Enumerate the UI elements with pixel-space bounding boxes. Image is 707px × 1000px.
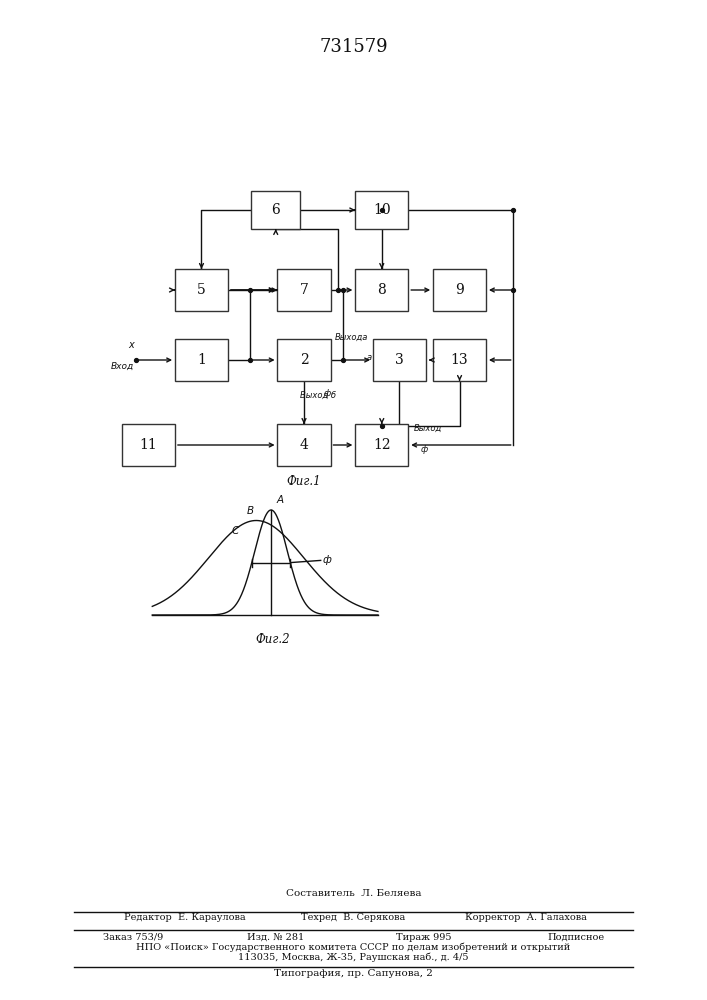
Text: НПО «Поиск» Государственного комитета СССР по делам изобретений и открытий: НПО «Поиск» Государственного комитета СС…	[136, 942, 571, 952]
Text: 4: 4	[300, 438, 308, 452]
Text: 2: 2	[300, 353, 308, 367]
Bar	[356, 269, 409, 311]
Bar	[433, 269, 486, 311]
Bar	[433, 339, 486, 381]
Text: 731579: 731579	[319, 38, 388, 56]
Bar	[373, 339, 426, 381]
Text: а: а	[367, 353, 372, 361]
Text: Фиг.2: Фиг.2	[255, 633, 289, 646]
Text: 3: 3	[395, 353, 404, 367]
Text: A: A	[276, 495, 284, 505]
Bar	[251, 191, 300, 229]
Text: х: х	[128, 340, 134, 350]
Text: Выход б: Выход б	[300, 391, 337, 400]
Text: 9: 9	[455, 283, 464, 297]
Bar	[122, 424, 175, 466]
Bar	[277, 339, 331, 381]
Text: C: C	[231, 526, 238, 536]
Text: 12: 12	[373, 438, 390, 452]
Text: Подписное: Подписное	[547, 932, 604, 942]
Text: Выхода: Выхода	[335, 333, 368, 342]
Bar	[277, 269, 331, 311]
Text: 113035, Москва, Ж-35, Раушская наб., д. 4/5: 113035, Москва, Ж-35, Раушская наб., д. …	[238, 952, 469, 962]
Text: Заказ 753/9: Заказ 753/9	[103, 932, 163, 942]
Bar	[356, 424, 409, 466]
Text: 10: 10	[373, 203, 390, 217]
Bar	[175, 269, 228, 311]
Text: Тираж 995: Тираж 995	[396, 932, 452, 942]
Text: Составитель  Л. Беляева: Составитель Л. Беляева	[286, 889, 421, 898]
Text: Типография, пр. Сапунова, 2: Типография, пр. Сапунова, 2	[274, 970, 433, 978]
Text: ф: ф	[322, 555, 331, 565]
Text: 1: 1	[197, 353, 206, 367]
Text: B: B	[246, 506, 253, 516]
Text: 8: 8	[378, 283, 386, 297]
Text: 7: 7	[300, 283, 308, 297]
Bar	[356, 191, 409, 229]
Text: Выход: Выход	[414, 424, 442, 433]
Text: Техред  В. Серякова: Техред В. Серякова	[301, 914, 406, 922]
Text: ф: ф	[421, 446, 428, 454]
Text: Изд. № 281: Изд. № 281	[247, 932, 305, 942]
Text: Фиг.1: Фиг.1	[287, 475, 321, 488]
Text: ф: ф	[324, 389, 331, 398]
Text: Корректор  А. Галахова: Корректор А. Галахова	[465, 914, 587, 922]
Text: 6: 6	[271, 203, 280, 217]
Text: 11: 11	[139, 438, 158, 452]
Bar	[175, 339, 228, 381]
Text: Редактор  Е. Караулова: Редактор Е. Караулова	[124, 914, 245, 922]
Bar	[277, 424, 331, 466]
Text: 5: 5	[197, 283, 206, 297]
Text: 13: 13	[451, 353, 468, 367]
Text: Вход: Вход	[111, 362, 134, 371]
